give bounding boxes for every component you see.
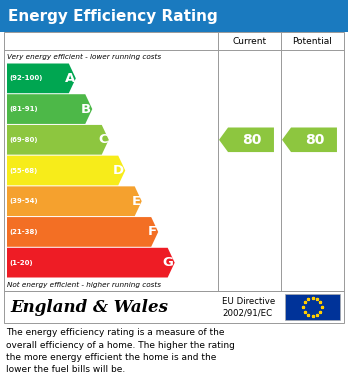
Text: (69-80): (69-80) [9, 137, 38, 143]
Polygon shape [7, 63, 76, 93]
Text: The energy efficiency rating is a measure of the
overall efficiency of a home. T: The energy efficiency rating is a measur… [6, 328, 235, 375]
Text: F: F [148, 226, 157, 239]
Text: E: E [132, 195, 141, 208]
Text: D: D [113, 164, 124, 177]
Bar [285, 294, 340, 320]
Text: 80: 80 [305, 133, 325, 147]
Polygon shape [282, 127, 337, 152]
Text: (55-68): (55-68) [9, 167, 37, 174]
Polygon shape [7, 217, 158, 247]
Text: Potential: Potential [293, 36, 332, 45]
Polygon shape [7, 125, 109, 155]
Bar [4, 32, 344, 291]
Text: Current: Current [232, 36, 267, 45]
Polygon shape [7, 187, 142, 216]
Text: G: G [163, 256, 174, 269]
Text: 80: 80 [242, 133, 262, 147]
Bar [0, 0, 348, 32]
Polygon shape [7, 156, 125, 185]
Polygon shape [219, 127, 274, 152]
Text: (92-100): (92-100) [9, 75, 42, 81]
Polygon shape [7, 94, 92, 124]
Text: B: B [81, 102, 91, 116]
Text: (21-38): (21-38) [9, 229, 38, 235]
Text: A: A [64, 72, 75, 85]
Text: (39-54): (39-54) [9, 198, 38, 204]
Polygon shape [7, 248, 175, 278]
Text: Energy Efficiency Rating: Energy Efficiency Rating [8, 9, 218, 23]
Text: EU Directive
2002/91/EC: EU Directive 2002/91/EC [222, 297, 275, 317]
Bar [4, 291, 344, 323]
Text: Not energy efficient - higher running costs: Not energy efficient - higher running co… [7, 282, 161, 287]
Text: C: C [98, 133, 108, 146]
Text: (1-20): (1-20) [9, 260, 33, 265]
Text: England & Wales: England & Wales [10, 298, 168, 316]
Text: (81-91): (81-91) [9, 106, 38, 112]
Text: Very energy efficient - lower running costs: Very energy efficient - lower running co… [7, 54, 161, 59]
